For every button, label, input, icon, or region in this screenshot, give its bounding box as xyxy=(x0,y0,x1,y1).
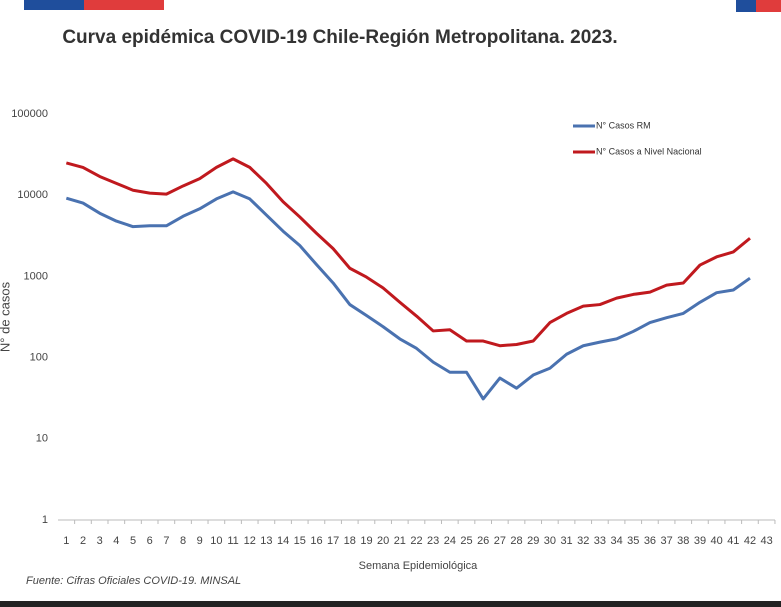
x-tick-label: 35 xyxy=(627,535,639,547)
x-tick-label: 11 xyxy=(227,535,238,547)
x-tick-label: 3 xyxy=(97,535,103,547)
y-tick-label: 10000 xyxy=(17,189,48,201)
x-tick-label: 15 xyxy=(294,535,306,547)
legend-label: N° Casos a Nivel Nacional xyxy=(596,146,702,156)
x-tick-label: 9 xyxy=(197,535,203,547)
x-tick-label: 43 xyxy=(761,535,773,547)
x-tick-label: 17 xyxy=(327,535,339,547)
x-tick-label: 30 xyxy=(544,535,556,547)
y-axis-label: N° de casos xyxy=(0,281,12,352)
legend-label: N° Casos RM xyxy=(596,120,651,130)
x-tick-label: 34 xyxy=(610,535,622,547)
x-tick-label: 6 xyxy=(147,535,153,547)
x-tick-label: 33 xyxy=(594,535,606,547)
x-tick-label: 12 xyxy=(244,535,256,547)
x-tick-label: 27 xyxy=(494,535,506,547)
x-tick-label: 39 xyxy=(694,535,706,547)
x-tick-label: 37 xyxy=(660,535,672,547)
y-tick-label: 100 xyxy=(30,352,48,364)
chart-title: Curva epidémica COVID-19 Chile-Región Me… xyxy=(62,27,617,48)
x-tick-label: 26 xyxy=(477,535,489,547)
x-tick-label: 21 xyxy=(394,535,406,547)
x-tick-label: 40 xyxy=(711,535,723,547)
x-tick-label: 1 xyxy=(63,535,69,547)
y-tick-label: 100000 xyxy=(11,108,48,120)
source: Fuente: Cifras Oficiales COVID-19. MINSA… xyxy=(26,575,241,587)
series-line xyxy=(65,157,751,348)
stripe xyxy=(24,0,84,10)
stripe xyxy=(736,0,756,12)
stripe xyxy=(84,0,164,10)
x-tick-label: 25 xyxy=(460,535,472,547)
x-tick-label: 28 xyxy=(510,535,522,547)
x-tick-label: 13 xyxy=(260,535,272,547)
stripe xyxy=(756,0,781,12)
x-tick-label: 42 xyxy=(744,535,756,547)
x-tick-label: 22 xyxy=(410,535,422,547)
x-tick-label: 20 xyxy=(377,535,389,547)
x-tick-label: 14 xyxy=(277,535,289,547)
x-tick-label: 4 xyxy=(113,535,119,547)
x-tick-label: 32 xyxy=(577,535,589,547)
x-axis-label: Semana Epidemiológica xyxy=(359,560,479,572)
x-tick-label: 16 xyxy=(310,535,322,547)
bottom-bar xyxy=(0,601,781,607)
x-tick-label: 8 xyxy=(180,535,186,547)
x-tick-label: 19 xyxy=(360,535,372,547)
x-tick-label: 38 xyxy=(677,535,689,547)
x-tick-label: 5 xyxy=(130,535,136,547)
x-tick-label: 41 xyxy=(727,535,739,547)
x-tick-label: 29 xyxy=(527,535,539,547)
x-tick-label: 31 xyxy=(560,535,572,547)
series-line xyxy=(65,190,751,401)
x-tick-label: 24 xyxy=(444,535,456,547)
y-tick-label: 10 xyxy=(36,433,48,445)
x-tick-label: 18 xyxy=(344,535,356,547)
y-tick-label: 1000 xyxy=(24,270,48,282)
x-tick-label: 10 xyxy=(210,535,222,547)
x-tick-label: 36 xyxy=(644,535,656,547)
x-tick-label: 23 xyxy=(427,535,439,547)
y-tick-label: 1 xyxy=(42,514,48,526)
x-tick-label: 2 xyxy=(80,535,86,547)
x-tick-label: 7 xyxy=(163,535,169,547)
